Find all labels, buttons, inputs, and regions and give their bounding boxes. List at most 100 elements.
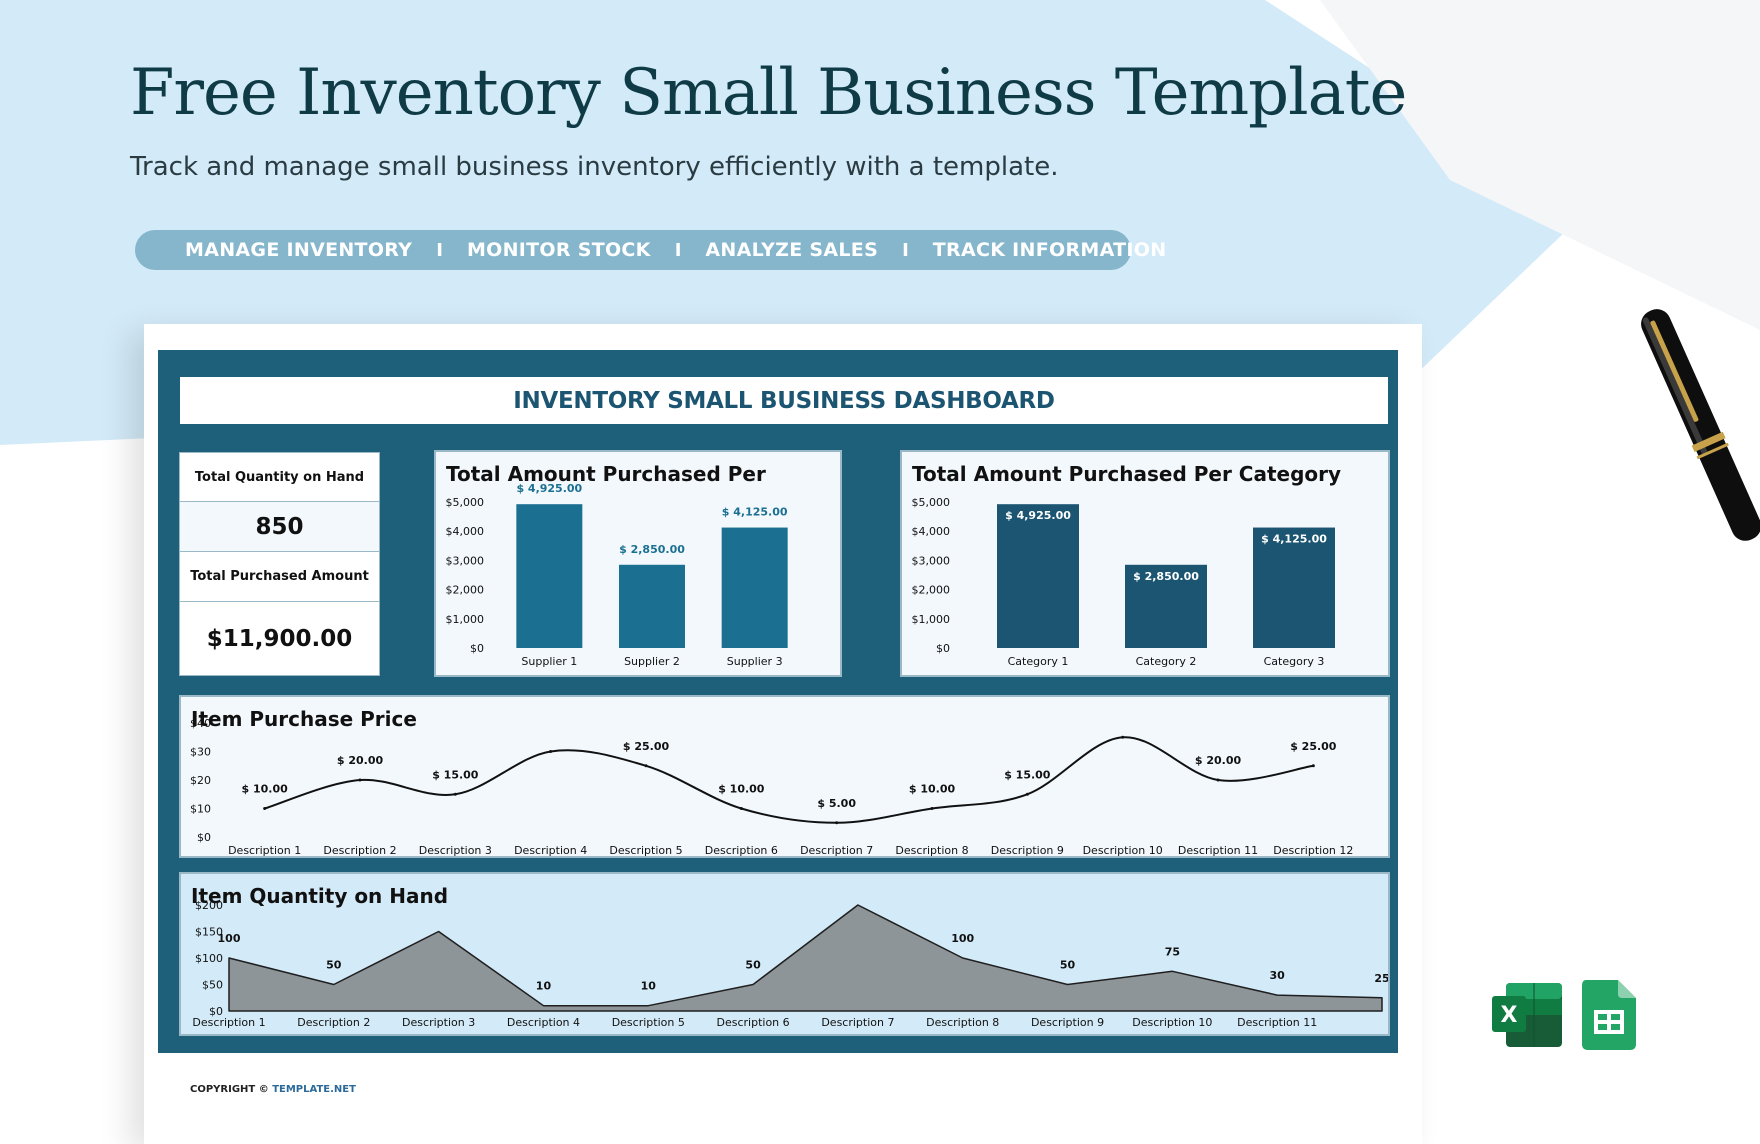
bar-category-1 bbox=[997, 504, 1079, 648]
data-label: $ 20.00 bbox=[337, 754, 384, 767]
total-amount-label: Total Purchased Amount bbox=[180, 552, 379, 602]
price-chart-panel: Item Purchase Price $0 $10 $20 $30 $40 $ 10.0… bbox=[179, 695, 1390, 858]
quantity-chart-panel: Item Quantity on Hand $0 $50 $100 $150 $200 1… bbox=[179, 872, 1390, 1036]
feature-pill: MANAGE INVENTORY I MONITOR STOCK I ANALY… bbox=[135, 230, 1166, 270]
y-tick-label: $3,000 bbox=[446, 554, 485, 567]
total-amount-value: $11,900.00 bbox=[180, 602, 379, 675]
price-series-line bbox=[264, 736, 1314, 824]
y-tick-label: $2,000 bbox=[446, 584, 485, 597]
copyright-brand: TEMPLATE.NET bbox=[272, 1084, 356, 1095]
data-label: $ 4,125.00 bbox=[722, 506, 788, 519]
quantity-area-chart: $0 $50 $100 $150 $200 100 Description 1 50 Descr… bbox=[192, 899, 1388, 1029]
x-tick-label: Description 5 bbox=[612, 1016, 685, 1029]
data-label: 100 bbox=[218, 932, 241, 945]
feature-analyze-sales: ANALYZE SALES bbox=[705, 239, 879, 261]
x-tick-label: Description 3 bbox=[419, 844, 492, 856]
x-tick-label: Description 5 bbox=[609, 844, 682, 856]
category-bar-chart: $0 $1,000 $2,000 $3,000 $4,000 $5,000 $ 4,925.… bbox=[912, 496, 1335, 668]
data-label: 50 bbox=[1060, 959, 1076, 972]
data-label: $ 4,925.00 bbox=[1005, 509, 1071, 522]
bar-supplier-1 bbox=[516, 504, 583, 648]
data-point bbox=[1311, 764, 1315, 768]
y-tick-label: $0 bbox=[936, 642, 950, 655]
total-quantity-label: Total Quantity on Hand bbox=[180, 453, 379, 502]
x-tick-label: Description 4 bbox=[514, 844, 587, 856]
data-label: $ 10.00 bbox=[909, 783, 956, 796]
quantity-chart-title: Item Quantity on Hand bbox=[191, 884, 449, 908]
data-point bbox=[1025, 792, 1029, 796]
data-label: 100 bbox=[951, 932, 974, 945]
pen-icon bbox=[1641, 309, 1760, 541]
x-tick-label: Description 1 bbox=[192, 1016, 265, 1029]
data-label: 75 bbox=[1165, 945, 1180, 958]
y-tick-label: $5,000 bbox=[446, 496, 485, 509]
data-label: 50 bbox=[745, 959, 761, 972]
y-tick-label: $20 bbox=[190, 774, 211, 787]
category-chart-title: Total Amount Purchased Per Category bbox=[912, 462, 1342, 486]
data-label: $ 2,850.00 bbox=[619, 543, 685, 556]
y-tick-label: $10 bbox=[190, 803, 211, 816]
x-tick-label: Description 11 bbox=[1237, 1016, 1317, 1029]
x-tick-label: Description 1 bbox=[228, 844, 301, 856]
promo-title: Free Inventory Small Business Template bbox=[130, 56, 1407, 130]
x-tick-label: Description 11 bbox=[1178, 844, 1258, 856]
y-tick-label: $2,000 bbox=[912, 584, 951, 597]
feature-manage-inventory: MANAGE INVENTORY bbox=[185, 239, 413, 261]
y-tick-label: $100 bbox=[195, 952, 223, 965]
x-tick-label: Supplier 2 bbox=[624, 655, 680, 668]
data-point bbox=[549, 750, 553, 753]
feature-separator: I bbox=[902, 239, 909, 261]
y-tick-label: $5,000 bbox=[912, 496, 951, 509]
data-point bbox=[453, 792, 457, 796]
google-sheets-icon bbox=[1582, 980, 1636, 1050]
x-tick-label: Description 9 bbox=[1031, 1016, 1104, 1029]
x-tick-label: Description 12 bbox=[1273, 844, 1353, 856]
data-label: 10 bbox=[641, 980, 657, 993]
data-point bbox=[644, 764, 648, 768]
x-tick-label: Supplier 3 bbox=[727, 655, 783, 668]
y-tick-label: $150 bbox=[195, 926, 223, 939]
x-tick-label: Description 6 bbox=[705, 844, 778, 856]
excel-glyph: X bbox=[1501, 1003, 1518, 1028]
supplier-chart-title: Total Amount Purchased Per bbox=[446, 462, 766, 486]
bar-category-2 bbox=[1125, 564, 1207, 648]
y-tick-label: $3,000 bbox=[912, 554, 951, 567]
x-tick-label: Description 9 bbox=[991, 844, 1064, 856]
dashboard: INVENTORY SMALL BUSINESS DASHBOARD Total… bbox=[158, 350, 1398, 1053]
data-label: 30 bbox=[1270, 969, 1286, 982]
x-tick-label: Description 2 bbox=[297, 1016, 370, 1029]
data-point bbox=[835, 821, 839, 825]
excel-icon: X bbox=[1492, 983, 1562, 1047]
data-label: $ 4,925.00 bbox=[516, 482, 582, 495]
x-tick-label: Description 10 bbox=[1083, 844, 1163, 856]
copyright: COPYRIGHT © TEMPLATE.NET bbox=[190, 1084, 356, 1095]
data-label: $ 10.00 bbox=[242, 783, 289, 796]
data-label: 25 bbox=[1374, 972, 1388, 985]
y-tick-label: $50 bbox=[202, 979, 223, 992]
data-label: $ 5.00 bbox=[817, 797, 856, 810]
y-tick-label: $200 bbox=[195, 899, 223, 912]
x-tick-label: Category 1 bbox=[1008, 655, 1069, 668]
bar-supplier-2 bbox=[619, 564, 685, 648]
y-tick-label: $4,000 bbox=[912, 525, 951, 538]
x-tick-label: Category 2 bbox=[1136, 655, 1197, 668]
quantity-area bbox=[228, 904, 1383, 1012]
x-tick-label: Description 10 bbox=[1132, 1016, 1212, 1029]
data-label: 50 bbox=[326, 959, 342, 972]
data-label: $ 4,125.00 bbox=[1261, 533, 1327, 546]
x-tick-label: Description 7 bbox=[821, 1016, 894, 1029]
feature-separator: I bbox=[674, 239, 682, 261]
y-tick-label: $40 bbox=[190, 717, 211, 730]
data-label: $ 20.00 bbox=[1195, 754, 1242, 767]
data-point bbox=[1121, 735, 1125, 739]
x-tick-label: Category 3 bbox=[1264, 655, 1325, 668]
data-point bbox=[1216, 778, 1220, 782]
bar-supplier-3 bbox=[721, 527, 788, 648]
data-label: $ 25.00 bbox=[623, 740, 670, 753]
kpi-card: Total Quantity on Hand 850 Total Purchas… bbox=[179, 452, 380, 676]
feature-separator: I bbox=[436, 239, 443, 261]
x-tick-label: Description 2 bbox=[323, 844, 396, 856]
x-tick-label: Description 7 bbox=[800, 844, 873, 856]
price-line-chart: $0 $10 $20 $30 $40 $ 10.00 Description 1 $ 20.0… bbox=[190, 717, 1353, 856]
dashboard-banner: INVENTORY SMALL BUSINESS DASHBOARD bbox=[180, 377, 1388, 424]
